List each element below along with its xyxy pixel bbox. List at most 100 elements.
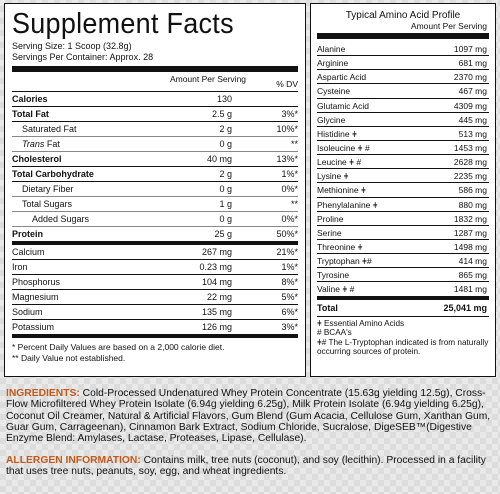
amino-value: 880 mg <box>458 199 487 210</box>
amino-row: Proline 1832 mg <box>317 212 489 226</box>
facts-row: Phosphorus 104 mg 8%* <box>12 275 298 290</box>
amino-value: 1097 mg <box>453 44 487 54</box>
nutrient-name: Total Fat <box>12 109 49 119</box>
nutrient-dv: 8%* <box>281 277 298 287</box>
nutrient-name: Calcium <box>12 247 45 257</box>
nutrient-name: Total Sugars <box>22 199 73 209</box>
amino-value: 1832 mg <box>453 213 487 224</box>
amino-name: Cysteine <box>317 86 351 97</box>
dv-header: % DV <box>276 79 298 89</box>
amino-value: 4309 mg <box>453 100 487 111</box>
amino-name: Serine <box>317 227 342 238</box>
amino-note-bcaa: # BCAA's <box>317 328 352 338</box>
allergen-label: ALLERGEN INFORMATION: <box>6 455 141 466</box>
supplement-facts-panel: Supplement Facts Serving Size: 1 Scoop (… <box>4 3 306 377</box>
amino-name: Histidine ǂ <box>317 128 357 139</box>
facts-row: Iron 0.23 mg 1%* <box>12 260 298 275</box>
facts-row: Calories 130 <box>12 92 298 107</box>
amino-total-row: Total 25,041 mg <box>317 296 489 317</box>
facts-row: Sodium 135 mg 6%* <box>12 305 298 320</box>
nutrient-amount: 135 mg <box>201 307 232 317</box>
amino-row: Leucine ǂ # 2628 mg <box>317 155 489 170</box>
nutrient-amount: 22 mg <box>206 292 232 302</box>
nutrient-dv: 50%* <box>276 229 298 239</box>
nutrient-dv: 21%* <box>276 247 298 257</box>
amino-acid-panel: Typical Amino Acid Profile Amount Per Se… <box>310 3 496 377</box>
amino-value: 865 mg <box>458 270 487 281</box>
amino-value: 681 mg <box>458 58 487 69</box>
amino-divider-bar <box>317 33 489 39</box>
amino-row: Arginine 681 mg <box>317 56 489 71</box>
nutrient-name: Cholesterol <box>12 154 62 164</box>
amino-value: 2235 mg <box>453 171 487 182</box>
nutrient-name: Calories <box>12 94 48 104</box>
amino-name: Alanine <box>317 44 346 54</box>
amino-row: Phenylalanine ǂ 880 mg <box>317 198 489 212</box>
nutrient-dv: 3%* <box>281 322 298 332</box>
nutrient-dv: 3%* <box>281 109 298 119</box>
amino-name: Glutamic Acid <box>317 100 369 111</box>
footnote-dv: * Percent Daily Values are based on a 2,… <box>12 342 225 352</box>
amino-name: Leucine ǂ # <box>317 157 362 168</box>
nutrient-dv: ** <box>290 139 298 149</box>
ingredients-body: Cold-Processed Undenatured Whey Protein … <box>6 388 491 445</box>
amino-name: Proline <box>317 213 344 224</box>
nutrient-amount: 25 g <box>214 229 232 239</box>
facts-row: Calcium 267 mg 21%* <box>12 245 298 260</box>
amino-name: Aspartic Acid <box>317 72 367 83</box>
nutrient-dv: 5%* <box>281 292 298 302</box>
amino-subtitle: Amount Per Serving <box>410 21 487 31</box>
nutrient-dv <box>250 92 298 106</box>
nutrient-amount: 104 mg <box>201 277 232 287</box>
facts-rows: Calories 130 Total Fat 2.5 g 3%* Saturated Fa… <box>12 92 298 338</box>
amino-value: 414 mg <box>458 256 487 267</box>
amino-name: Phenylalanine ǂ <box>317 199 378 210</box>
amino-value: 2628 mg <box>453 157 487 168</box>
amino-value: 586 mg <box>458 185 487 196</box>
amino-row: Valine ǂ # 1481 mg <box>317 282 489 297</box>
amino-row: Alanine 1097 mg <box>317 42 489 57</box>
facts-row: Trans Fat 0 g ** <box>12 137 298 152</box>
nutrient-amount: 40 mg <box>206 154 232 164</box>
ingredients-text: INGREDIENTS: Cold-Processed Undenatured … <box>6 388 496 444</box>
amino-name: Lysine ǂ <box>317 171 349 182</box>
nutrient-amount: 0 g <box>219 214 232 224</box>
amino-row: Glutamic Acid 4309 mg <box>317 99 489 113</box>
amino-value: 445 mg <box>458 114 487 125</box>
nutrient-amount: 0.23 mg <box>199 262 232 272</box>
nutrient-amount: 2.5 g <box>211 109 232 119</box>
nutrient-dv: ** <box>290 199 298 209</box>
nutrient-name: Dietary Fiber <box>22 184 74 194</box>
nutrient-name: Sodium <box>12 307 43 317</box>
servings-per-container: Servings Per Container: Approx. 28 <box>12 52 154 62</box>
amino-rows: Alanine 1097 mg Arginine 681 mg Aspartic Aci… <box>317 42 489 297</box>
nutrient-dv: 0%* <box>281 214 298 224</box>
divider-bar <box>12 66 298 72</box>
facts-header-row: Amount Per Serving % DV <box>12 72 298 92</box>
nutrient-name-suffix: Fat <box>44 139 60 149</box>
nutrient-amount: 0 g <box>219 184 232 194</box>
amino-value: 2370 mg <box>453 72 487 83</box>
nutrient-dv: 6%* <box>281 307 298 317</box>
amino-name: Arginine <box>317 58 349 69</box>
amino-row: Tyrosine 865 mg <box>317 268 489 283</box>
nutrient-dv: 1%* <box>281 262 298 272</box>
amino-value: 1287 mg <box>453 227 487 238</box>
amino-note-essential: ǂ Essential Amino Acids <box>317 318 405 328</box>
nutrient-amount: 130 <box>216 94 232 104</box>
amino-row: Lysine ǂ 2235 mg <box>317 169 489 184</box>
facts-row: Added Sugars 0 g 0%* <box>12 212 298 227</box>
nutrient-dv: 1%* <box>281 169 298 179</box>
amino-row: Serine 1287 mg <box>317 226 489 240</box>
facts-title: Supplement Facts <box>12 8 234 40</box>
amino-row: Methionine ǂ 586 mg <box>317 183 489 198</box>
amino-total-value: 25,041 mg <box>443 302 487 313</box>
nutrient-name: Protein <box>12 229 44 239</box>
amino-name: Valine ǂ # <box>317 284 355 295</box>
amino-row: Aspartic Acid 2370 mg <box>317 70 489 85</box>
facts-row: Total Fat 2.5 g 3%* <box>12 107 298 122</box>
nutrient-name: Potassium <box>12 322 55 332</box>
nutrient-dv: 10%* <box>276 124 298 134</box>
amino-value: 1481 mg <box>453 284 487 295</box>
facts-row: Magnesium 22 mg 5%* <box>12 290 298 305</box>
